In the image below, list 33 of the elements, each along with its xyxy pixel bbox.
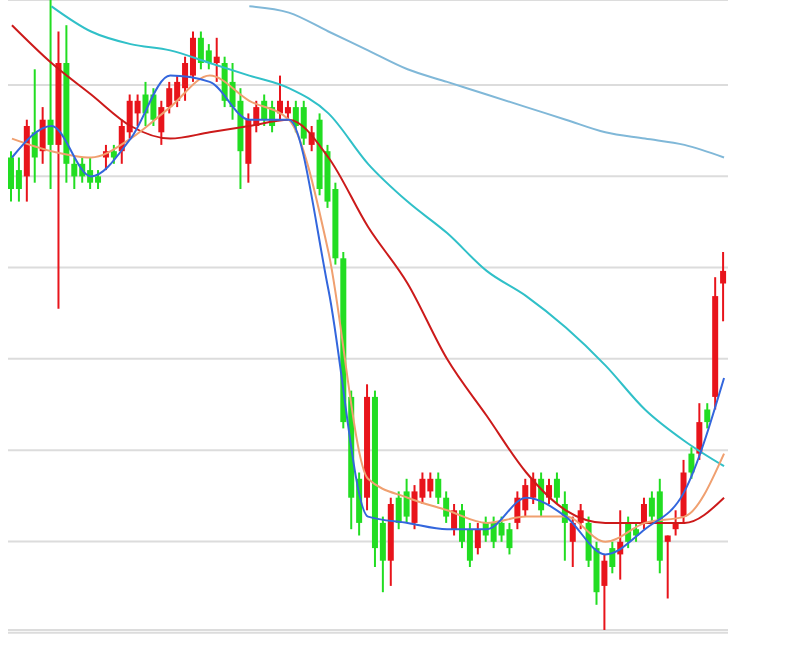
candlestick bbox=[664, 534, 671, 600]
candlestick bbox=[696, 402, 703, 461]
candlestick bbox=[633, 521, 640, 543]
candlestick bbox=[640, 496, 647, 531]
candlestick bbox=[245, 112, 252, 184]
candlestick bbox=[71, 156, 78, 190]
candlestick bbox=[720, 251, 727, 323]
candlestick bbox=[506, 521, 513, 556]
candlestick bbox=[213, 36, 220, 83]
candlestick bbox=[8, 150, 14, 203]
candlestick bbox=[522, 477, 529, 518]
candlestick bbox=[189, 30, 196, 83]
candlestick bbox=[474, 521, 481, 556]
candlestick bbox=[601, 553, 608, 630]
candlestick bbox=[300, 99, 307, 146]
candlestick bbox=[704, 402, 711, 430]
candlestick bbox=[284, 99, 291, 121]
candlestick bbox=[395, 490, 402, 531]
candlestick bbox=[110, 143, 117, 165]
candlestick bbox=[403, 477, 410, 524]
candlestick bbox=[47, 0, 54, 190]
candlestick bbox=[166, 80, 173, 115]
candlestick bbox=[95, 169, 102, 190]
candlestick bbox=[15, 156, 22, 203]
candlestick bbox=[569, 515, 576, 568]
candlestick bbox=[609, 540, 616, 575]
candlestick bbox=[427, 471, 434, 499]
candlestick bbox=[435, 471, 442, 505]
candlestick bbox=[134, 93, 141, 127]
candlestick bbox=[688, 446, 695, 480]
candlestick bbox=[205, 43, 212, 71]
candlestick bbox=[553, 471, 560, 505]
candlestick bbox=[197, 30, 204, 71]
